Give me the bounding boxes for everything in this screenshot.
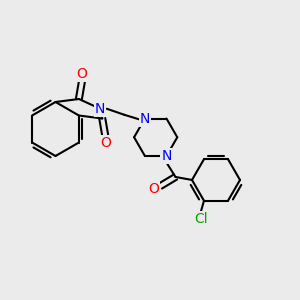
Text: O: O (76, 67, 87, 81)
Text: Cl: Cl (194, 212, 208, 226)
Text: N: N (140, 112, 150, 125)
Text: N: N (161, 149, 172, 163)
Text: O: O (148, 182, 159, 196)
Text: O: O (100, 136, 111, 150)
Text: N: N (95, 102, 105, 116)
